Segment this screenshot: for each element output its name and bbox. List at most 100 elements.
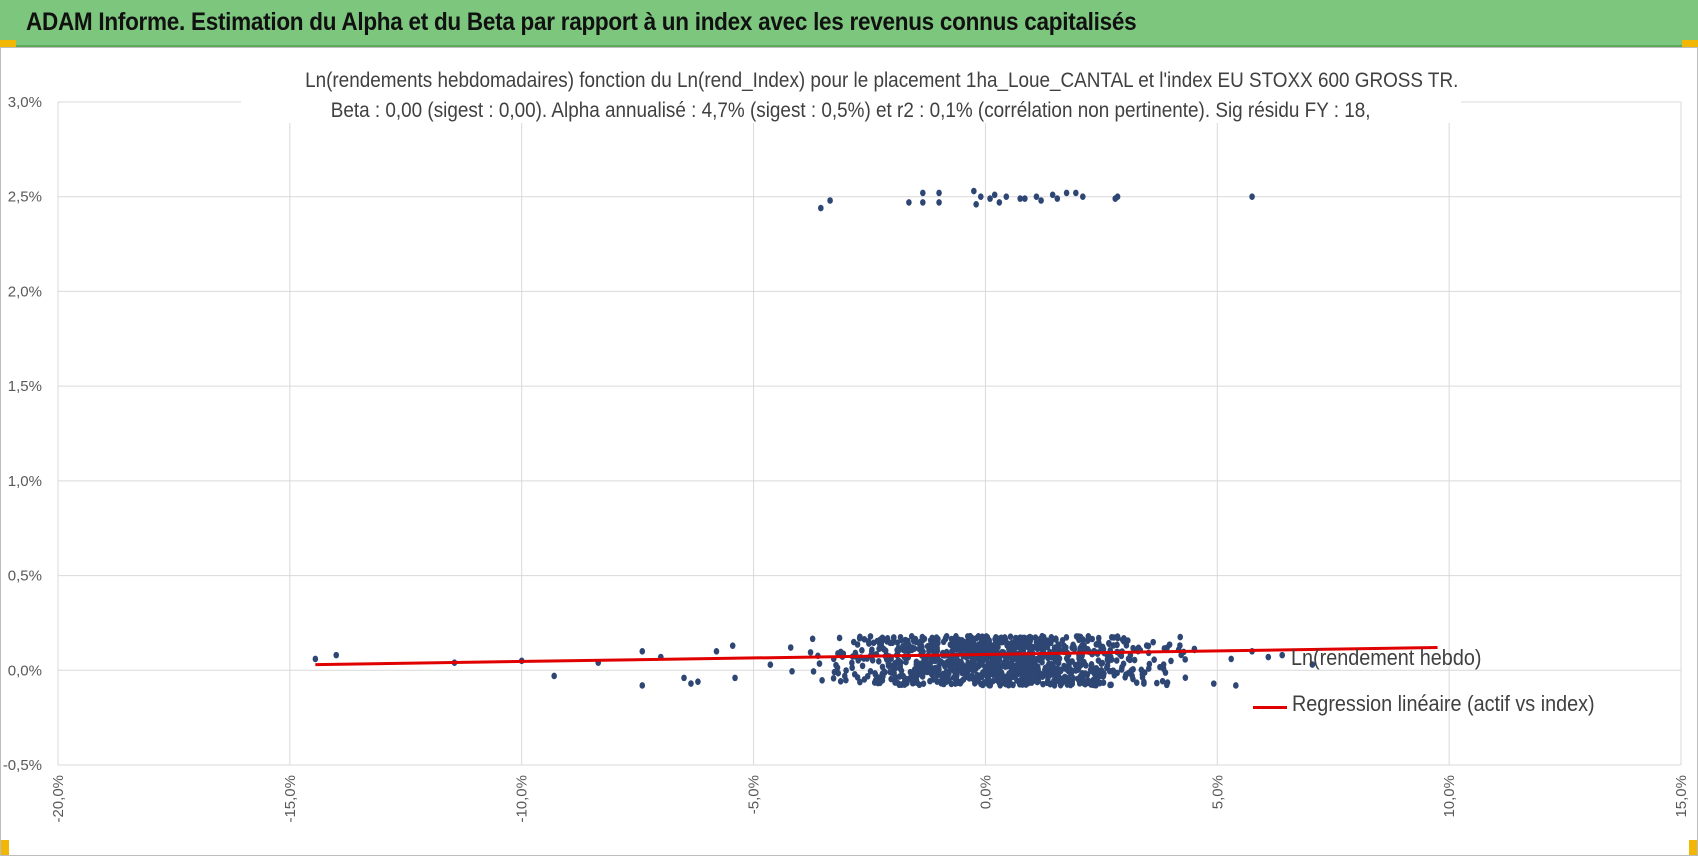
data-point	[935, 671, 942, 678]
data-point	[995, 655, 1002, 662]
data-point	[827, 197, 833, 204]
data-point	[1115, 634, 1121, 642]
data-point	[767, 661, 774, 669]
data-point	[852, 649, 859, 657]
data-point	[987, 195, 993, 202]
data-point	[1043, 642, 1050, 650]
data-point	[936, 199, 942, 206]
data-point	[1019, 674, 1026, 681]
data-point	[966, 639, 973, 647]
data-point	[1064, 666, 1071, 674]
data-point	[1099, 659, 1106, 667]
data-point	[887, 668, 893, 676]
data-point	[897, 659, 904, 666]
data-point	[1130, 666, 1136, 673]
data-point	[1099, 672, 1105, 680]
data-point	[1068, 669, 1075, 677]
data-point	[1014, 677, 1020, 684]
y-tick-label: 2,5%	[8, 189, 42, 206]
corner-marker-bottom-right	[1689, 840, 1698, 856]
data-point	[1054, 195, 1061, 202]
data-point	[312, 655, 319, 663]
data-point	[1044, 637, 1051, 644]
data-point	[946, 676, 952, 684]
data-point	[971, 656, 977, 664]
data-point	[958, 664, 965, 672]
data-point	[881, 668, 888, 675]
data-point	[1038, 197, 1044, 204]
data-point	[830, 675, 837, 682]
x-tick-label: 15,0%	[1673, 775, 1690, 818]
data-point	[810, 668, 817, 675]
data-point	[1084, 637, 1091, 645]
data-point	[926, 647, 932, 655]
x-tick-label: 5,0%	[1209, 775, 1226, 809]
data-point	[916, 660, 922, 668]
x-tick-label: -20,0%	[50, 775, 67, 823]
data-point	[1114, 193, 1121, 201]
chart-area: -0,5% 0,0% 0,5% 1,0% 1,5% 2,0% 2,5% 3,0% -20,0% -…	[0, 47, 1698, 856]
data-point	[1162, 669, 1169, 676]
data-point	[1118, 652, 1125, 660]
data-point	[960, 676, 967, 683]
data-point	[856, 634, 863, 642]
data-point	[940, 638, 947, 646]
data-point	[864, 672, 871, 680]
corner-marker-top-left	[0, 40, 16, 47]
data-point	[896, 680, 902, 688]
data-point	[996, 199, 1003, 206]
data-point	[894, 639, 901, 646]
data-point	[912, 635, 919, 643]
data-point	[854, 674, 861, 681]
data-point	[892, 674, 899, 681]
data-point	[961, 638, 967, 646]
data-point	[991, 191, 998, 199]
data-point	[819, 676, 825, 684]
data-point	[807, 649, 814, 656]
data-point	[1309, 661, 1316, 668]
data-point	[1228, 655, 1234, 663]
data-point	[978, 639, 985, 647]
data-point	[1053, 636, 1059, 643]
data-point	[946, 670, 952, 677]
data-point	[695, 678, 701, 685]
x-tick-label: 0,0%	[977, 775, 994, 809]
data-point	[936, 657, 942, 664]
data-point	[639, 682, 646, 689]
data-point	[1019, 634, 1026, 642]
data-point	[1103, 664, 1110, 672]
data-point	[1036, 636, 1042, 644]
data-point	[1125, 637, 1131, 644]
data-point	[982, 635, 989, 643]
data-point	[1178, 651, 1184, 659]
data-point	[1055, 642, 1062, 650]
data-point	[1078, 653, 1085, 660]
data-point	[879, 634, 886, 642]
data-point	[1182, 656, 1189, 663]
data-point	[954, 679, 961, 687]
data-point	[1019, 641, 1025, 649]
data-point	[1072, 661, 1079, 669]
data-point	[1019, 654, 1025, 662]
data-point	[906, 199, 912, 206]
data-point	[896, 664, 903, 672]
data-point	[1002, 658, 1008, 666]
data-point	[1210, 680, 1217, 687]
data-point	[1071, 645, 1078, 653]
data-point	[732, 674, 738, 682]
data-point	[921, 656, 927, 664]
report-title: ADAM Informe. Estimation du Alpha et du …	[26, 8, 1137, 36]
data-point	[841, 672, 848, 680]
y-tick-label: 3,0%	[8, 94, 42, 111]
data-point	[837, 648, 844, 656]
data-point	[1040, 633, 1047, 641]
data-point	[1010, 681, 1016, 689]
data-point	[1058, 680, 1065, 687]
data-point	[895, 644, 902, 652]
data-point	[1080, 193, 1086, 201]
chart-title: Ln(rendements hebdomadaires) fonction du…	[241, 69, 1461, 93]
data-point	[1096, 679, 1103, 687]
data-point	[982, 663, 988, 671]
x-tick-label: -10,0%	[514, 775, 531, 823]
data-point	[993, 660, 999, 667]
